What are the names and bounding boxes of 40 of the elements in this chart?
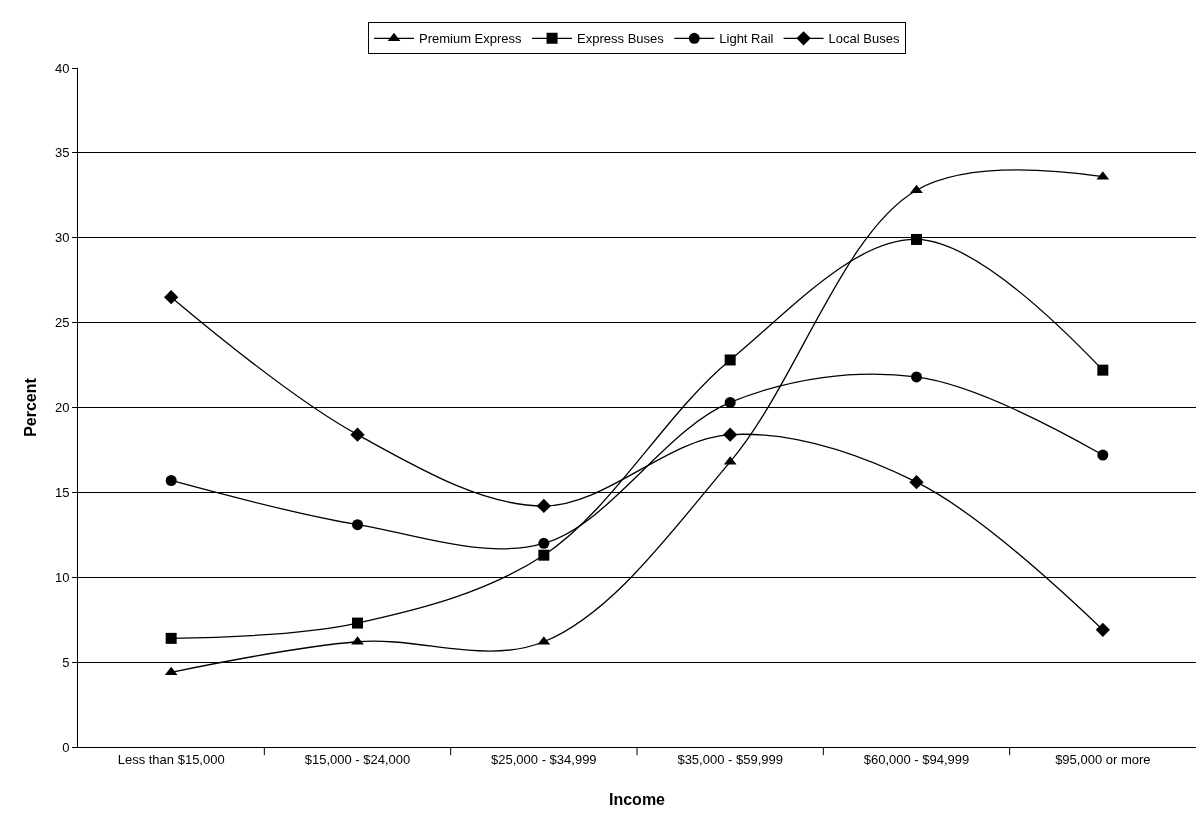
legend-label: Light Rail [719,31,774,47]
y-tick-label: 35 [54,145,70,161]
point [536,498,551,514]
x-tick-label: $15,000 - $24,000 [304,751,411,767]
y-tick-label: 25 [54,315,70,331]
point [1095,622,1110,638]
point [165,474,177,486]
x-tick-label: $35,000 - $59,999 [677,751,783,767]
y-tick-label: 15 [54,484,70,500]
point [538,537,550,549]
x-tick-label: $25,000 - $34,999 [491,751,597,767]
point [165,632,177,644]
legend-label: Express Buses [577,31,665,47]
point [911,233,922,245]
point [911,371,922,383]
point [909,475,924,490]
legend-label: Local Buses [828,31,900,47]
y-tick-label: 20 [54,400,70,416]
point [164,290,179,305]
y-tick-label: 0 [62,739,70,755]
point [724,354,736,366]
x-tick-label: Less than $15,000 [117,751,225,767]
point [350,427,365,442]
point [1097,449,1109,461]
y-tick-label: 5 [62,654,70,670]
point [724,396,736,408]
y-axis-title: Percent [22,377,39,437]
point [723,427,738,442]
legend-label: Premium Express [419,31,523,47]
x-axis-title: Income [608,791,666,808]
y-tick-label: 10 [54,569,70,585]
point [538,549,550,561]
x-tick-label: $60,000 - $94,999 [863,751,970,767]
point [352,519,363,531]
point [1097,364,1109,376]
y-tick-label: 30 [54,230,70,246]
y-tick-label: 40 [54,60,70,76]
point [164,666,178,676]
x-tick-label: $95,000 or more [1055,751,1151,767]
point [352,617,363,629]
